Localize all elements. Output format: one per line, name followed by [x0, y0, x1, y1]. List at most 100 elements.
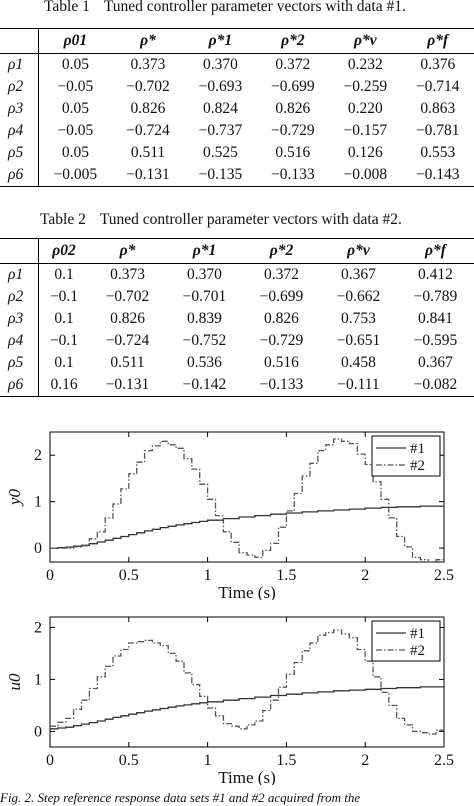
x-tick-label: 1 — [204, 567, 212, 584]
table-cell: 0.753 — [341, 310, 376, 327]
legend: #1#2 — [371, 435, 441, 477]
table-row: ρ2 −0.1 −0.702 −0.701 −0.699 −0.662 −0.789 — [0, 286, 474, 308]
table-row: ρ1 0.1 0.373 0.370 0.372 0.367 0.412 — [0, 263, 474, 286]
legend-label-2: #2 — [410, 458, 425, 474]
table-cell: 0.373 — [110, 266, 145, 283]
table-cell: 0.458 — [341, 354, 376, 371]
legend: #1#2 — [371, 620, 441, 662]
table-cell: −0.781 — [415, 122, 460, 139]
table1-col-2: ρ*1 — [208, 32, 233, 49]
table1-col-0: ρ01 — [37, 28, 112, 54]
table-cell: 0.05 — [37, 98, 112, 120]
table-cell: 0.824 — [202, 100, 238, 117]
y-tick-label: 0 — [34, 723, 42, 740]
series-line-2 — [50, 629, 445, 735]
table-cell: −0.662 — [336, 288, 381, 305]
table-cell: −0.082 — [413, 376, 458, 393]
y-axis-label: u0 — [5, 673, 24, 691]
table-cell: −0.699 — [259, 288, 304, 305]
x-tick-label: 1.5 — [276, 567, 296, 584]
table-cell: 0.826 — [275, 100, 311, 117]
table-cell: 0.839 — [187, 310, 222, 327]
table2-col-0: ρ02 — [38, 238, 90, 264]
table-cell: −0.008 — [343, 166, 388, 183]
table-cell: −0.111 — [337, 376, 380, 393]
table2-col-5: ρ*f — [425, 242, 446, 259]
x-tick-label: 0.5 — [119, 752, 139, 769]
table-cell: 0.1 — [38, 263, 90, 286]
plot-frame — [49, 431, 445, 563]
table-cell: −0.737 — [198, 122, 243, 139]
row-header: ρ3 — [8, 100, 24, 117]
table1-title: Tuned controller parameter vectors with … — [103, 0, 406, 15]
table-cell: 0.511 — [130, 144, 166, 161]
x-tick-label: 2.5 — [434, 752, 454, 769]
row-header: ρ1 — [8, 56, 24, 73]
x-tick-label: 2.5 — [434, 567, 454, 584]
legend-label-1: #1 — [410, 626, 425, 642]
table-cell: 0.05 — [37, 53, 112, 76]
series-line-2 — [50, 438, 445, 563]
table-cell: −0.135 — [198, 166, 243, 183]
table-cell: 0.516 — [264, 354, 299, 371]
table2-label: Table 2 — [40, 211, 86, 228]
table2-corner — [0, 239, 39, 264]
legend-box — [371, 620, 441, 662]
table-cell: −0.05 — [37, 76, 112, 98]
table-row: ρ4 −0.1 −0.724 −0.752 −0.729 −0.651 −0.595 — [0, 330, 474, 352]
series-line-1 — [50, 686, 445, 730]
x-axis-label: Time (s) — [218, 768, 275, 785]
row-header: ρ4 — [8, 122, 24, 139]
table1-body: ρ1 0.05 0.373 0.370 0.372 0.232 0.376 ρ2 −0.05 −0… — [0, 53, 474, 187]
table-cell: −0.729 — [259, 332, 304, 349]
table-cell: 0.367 — [341, 266, 376, 283]
table-cell: −0.702 — [105, 288, 150, 305]
table1-col-5: ρ*f — [427, 32, 449, 49]
table1-col-1: ρ* — [140, 32, 156, 49]
table-cell: 0.516 — [275, 144, 311, 161]
table1-corner — [0, 29, 39, 54]
x-tick-label: 2 — [361, 567, 369, 584]
y-tick-label: 0 — [34, 540, 42, 557]
table-cell: −0.752 — [182, 332, 227, 349]
table-cell: 0.1 — [38, 352, 90, 374]
table-cell: −0.699 — [271, 78, 315, 95]
row-header: ρ1 — [8, 266, 24, 283]
table-row: ρ6 −0.005 −0.131 −0.135 −0.133 −0.008 −0.143 — [0, 164, 474, 187]
y0-plot: 0 0.5 1 1.5 2 2.5 0 1 2 Time (s) y0 #1#2 — [5, 431, 454, 600]
table-cell: 0.525 — [202, 144, 238, 161]
table-cell: 0.1 — [38, 308, 90, 330]
row-header: ρ4 — [8, 332, 24, 349]
legend-label-1: #1 — [410, 441, 425, 457]
table-row: ρ2 −0.05 −0.702 −0.693 −0.699 −0.259 −0.714 — [0, 76, 474, 98]
figure-caption: Fig. 2. Step reference response data set… — [0, 790, 361, 805]
y-tick-label: 2 — [34, 619, 42, 636]
table-cell: −0.595 — [413, 332, 458, 349]
table-cell: 0.220 — [347, 100, 383, 117]
plot-frame — [49, 616, 445, 748]
x-tick-label: 0.5 — [119, 567, 139, 584]
table2-col-2: ρ*1 — [192, 242, 217, 259]
table-cell: −0.133 — [259, 376, 304, 393]
row-header: ρ2 — [8, 288, 24, 305]
table-cell: −0.131 — [105, 376, 150, 393]
table-cell: −0.05 — [37, 120, 112, 142]
series-line-1 — [50, 505, 445, 549]
table-cell: 0.372 — [264, 266, 299, 283]
table-cell: 0.05 — [37, 142, 112, 164]
table1-col-3: ρ*2 — [281, 32, 305, 49]
table-cell: 0.373 — [130, 56, 166, 73]
table-row: ρ6 0.16 −0.131 −0.142 −0.133 −0.111 −0.082 — [0, 374, 474, 397]
x-tick-label: 0 — [46, 752, 54, 769]
table-cell: −0.714 — [415, 78, 460, 95]
table-cell: 0.826 — [130, 100, 166, 117]
table-cell: −0.259 — [343, 78, 388, 95]
y-tick-label: 1 — [34, 494, 42, 511]
table1-caption: Table 1 Tuned controller parameter vector… — [44, 0, 474, 16]
table-cell: 0.863 — [420, 100, 456, 117]
table-cell: 0.372 — [275, 56, 311, 73]
table-cell: 0.841 — [418, 310, 453, 327]
table-cell: −0.651 — [336, 332, 381, 349]
table-cell: 0.370 — [187, 266, 222, 283]
table-cell: −0.724 — [105, 332, 150, 349]
